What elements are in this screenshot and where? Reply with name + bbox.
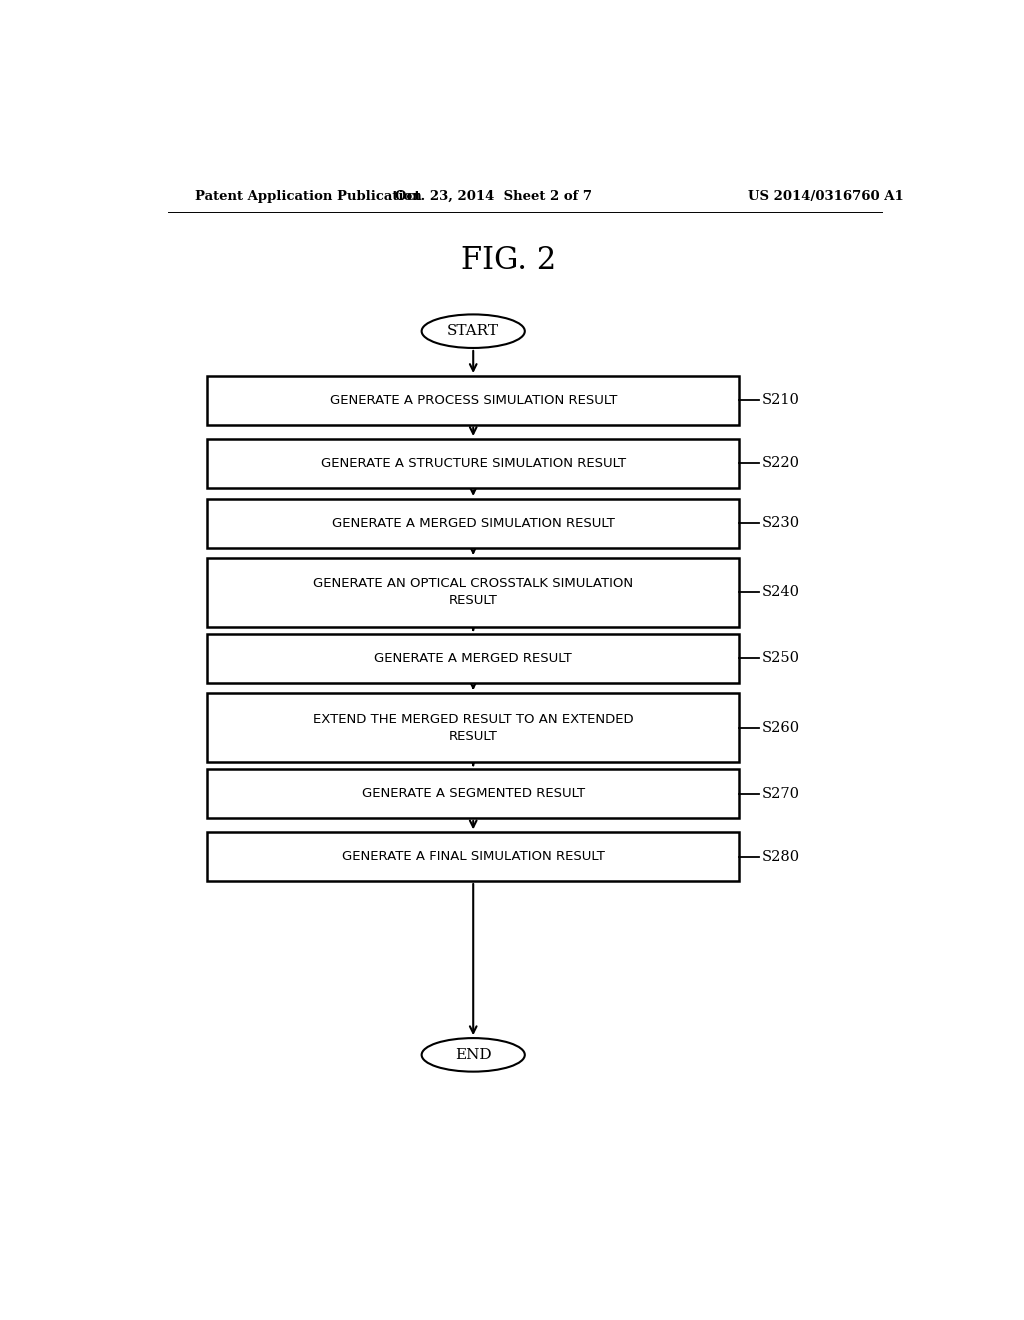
Text: S260: S260 xyxy=(761,721,800,735)
Text: S210: S210 xyxy=(761,393,799,408)
FancyBboxPatch shape xyxy=(207,499,739,548)
Text: S220: S220 xyxy=(761,457,800,470)
FancyBboxPatch shape xyxy=(207,634,739,682)
FancyBboxPatch shape xyxy=(207,770,739,818)
Text: Patent Application Publication: Patent Application Publication xyxy=(196,190,422,202)
Text: GENERATE A SEGMENTED RESULT: GENERATE A SEGMENTED RESULT xyxy=(361,787,585,800)
Text: GENERATE A STRUCTURE SIMULATION RESULT: GENERATE A STRUCTURE SIMULATION RESULT xyxy=(321,457,626,470)
FancyBboxPatch shape xyxy=(207,376,739,425)
FancyBboxPatch shape xyxy=(207,558,739,627)
Text: GENERATE A MERGED SIMULATION RESULT: GENERATE A MERGED SIMULATION RESULT xyxy=(332,517,614,529)
Text: EXTEND THE MERGED RESULT TO AN EXTENDED
RESULT: EXTEND THE MERGED RESULT TO AN EXTENDED … xyxy=(313,713,634,743)
Text: S250: S250 xyxy=(761,652,800,665)
Text: US 2014/0316760 A1: US 2014/0316760 A1 xyxy=(749,190,904,202)
Text: FIG. 2: FIG. 2 xyxy=(461,244,557,276)
Ellipse shape xyxy=(422,1038,524,1072)
Ellipse shape xyxy=(422,314,524,348)
FancyBboxPatch shape xyxy=(207,833,739,880)
Text: GENERATE A PROCESS SIMULATION RESULT: GENERATE A PROCESS SIMULATION RESULT xyxy=(330,393,616,407)
Text: START: START xyxy=(447,325,500,338)
Text: S270: S270 xyxy=(761,787,800,801)
Text: S230: S230 xyxy=(761,516,800,531)
Text: S280: S280 xyxy=(761,850,800,863)
FancyBboxPatch shape xyxy=(207,693,739,762)
Text: Oct. 23, 2014  Sheet 2 of 7: Oct. 23, 2014 Sheet 2 of 7 xyxy=(394,190,592,202)
Text: GENERATE A FINAL SIMULATION RESULT: GENERATE A FINAL SIMULATION RESULT xyxy=(342,850,604,863)
Text: S240: S240 xyxy=(761,585,800,599)
Text: GENERATE A MERGED RESULT: GENERATE A MERGED RESULT xyxy=(375,652,572,665)
Text: GENERATE AN OPTICAL CROSSTALK SIMULATION
RESULT: GENERATE AN OPTICAL CROSSTALK SIMULATION… xyxy=(313,577,633,607)
Text: END: END xyxy=(455,1048,492,1061)
FancyBboxPatch shape xyxy=(207,440,739,487)
